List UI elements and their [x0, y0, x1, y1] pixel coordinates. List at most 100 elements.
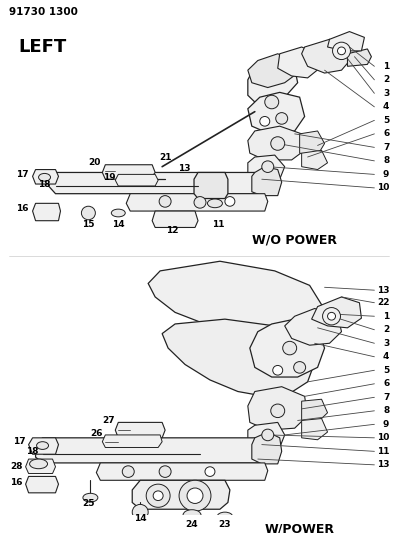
Circle shape	[294, 361, 306, 373]
Polygon shape	[285, 309, 341, 345]
Text: 17: 17	[16, 170, 29, 179]
Polygon shape	[25, 459, 55, 473]
Text: 8: 8	[383, 156, 389, 165]
Text: 9: 9	[383, 170, 389, 179]
Text: 10: 10	[377, 433, 389, 442]
Polygon shape	[312, 297, 361, 328]
Polygon shape	[300, 131, 324, 155]
Polygon shape	[252, 167, 282, 196]
Text: 14: 14	[112, 220, 125, 229]
Circle shape	[265, 95, 279, 109]
Circle shape	[328, 312, 336, 320]
Text: 15: 15	[82, 220, 95, 229]
Text: 4: 4	[383, 102, 389, 111]
Text: 24: 24	[186, 520, 198, 529]
Circle shape	[82, 206, 96, 220]
Text: 7: 7	[383, 393, 389, 402]
Polygon shape	[33, 203, 60, 221]
Circle shape	[122, 466, 134, 478]
Text: 14: 14	[134, 514, 146, 523]
Polygon shape	[278, 47, 320, 78]
Circle shape	[333, 42, 351, 60]
Circle shape	[271, 137, 285, 150]
Text: 6: 6	[383, 130, 389, 139]
Ellipse shape	[111, 209, 125, 217]
Text: W/POWER: W/POWER	[265, 522, 335, 533]
Ellipse shape	[207, 199, 222, 208]
Polygon shape	[115, 174, 158, 186]
Ellipse shape	[37, 442, 49, 449]
Text: 2: 2	[383, 75, 389, 84]
Text: 5: 5	[383, 366, 389, 375]
Polygon shape	[248, 386, 308, 430]
Polygon shape	[248, 54, 298, 87]
Circle shape	[194, 197, 206, 208]
Circle shape	[271, 404, 285, 417]
Polygon shape	[29, 438, 59, 454]
Circle shape	[159, 196, 171, 207]
Polygon shape	[126, 193, 268, 211]
Ellipse shape	[29, 459, 47, 469]
Polygon shape	[49, 173, 262, 193]
Polygon shape	[115, 422, 165, 438]
Text: 6: 6	[383, 379, 389, 388]
Polygon shape	[328, 31, 365, 51]
Polygon shape	[302, 399, 328, 422]
Text: 10: 10	[377, 183, 389, 192]
Ellipse shape	[217, 512, 233, 522]
Text: 18: 18	[38, 180, 51, 189]
Polygon shape	[248, 126, 304, 160]
Polygon shape	[194, 173, 228, 198]
Text: 27: 27	[103, 416, 115, 425]
Text: 13: 13	[377, 461, 389, 470]
Polygon shape	[248, 92, 304, 134]
Circle shape	[159, 466, 171, 478]
Polygon shape	[35, 438, 265, 463]
Circle shape	[179, 480, 211, 511]
Polygon shape	[347, 49, 371, 66]
Circle shape	[205, 467, 215, 477]
Polygon shape	[25, 477, 59, 493]
Text: 18: 18	[26, 447, 39, 456]
Circle shape	[322, 308, 341, 325]
Text: 22: 22	[377, 298, 389, 307]
Polygon shape	[252, 432, 282, 464]
Text: 8: 8	[383, 406, 389, 415]
Text: LEFT: LEFT	[19, 38, 67, 56]
Polygon shape	[102, 435, 162, 448]
Text: 5: 5	[383, 116, 389, 125]
Text: 25: 25	[82, 499, 95, 508]
Polygon shape	[248, 155, 285, 179]
Text: 13: 13	[178, 164, 190, 173]
Ellipse shape	[83, 494, 98, 502]
Text: 12: 12	[166, 226, 178, 235]
Text: 4: 4	[383, 352, 389, 361]
Text: 7: 7	[383, 143, 389, 152]
Text: 16: 16	[16, 204, 29, 213]
Circle shape	[225, 197, 235, 206]
Polygon shape	[302, 418, 328, 440]
Polygon shape	[248, 422, 285, 448]
Text: 91730 1300: 91730 1300	[9, 7, 78, 17]
Polygon shape	[250, 319, 324, 377]
Ellipse shape	[183, 510, 201, 520]
Text: 2: 2	[383, 325, 389, 334]
Polygon shape	[248, 61, 298, 105]
Text: 13: 13	[377, 286, 389, 295]
Circle shape	[262, 429, 274, 441]
Polygon shape	[302, 39, 351, 73]
Text: 3: 3	[383, 339, 389, 348]
Circle shape	[146, 484, 170, 507]
Text: 19: 19	[103, 173, 115, 182]
Text: 21: 21	[159, 152, 172, 161]
Polygon shape	[148, 261, 324, 341]
Circle shape	[187, 488, 203, 504]
Circle shape	[132, 504, 148, 520]
Text: W/O POWER: W/O POWER	[252, 233, 337, 246]
Text: 26: 26	[90, 430, 102, 439]
Text: 1: 1	[383, 312, 389, 321]
Circle shape	[338, 47, 345, 55]
Text: 3: 3	[383, 89, 389, 98]
Polygon shape	[302, 150, 328, 169]
Circle shape	[283, 341, 297, 355]
